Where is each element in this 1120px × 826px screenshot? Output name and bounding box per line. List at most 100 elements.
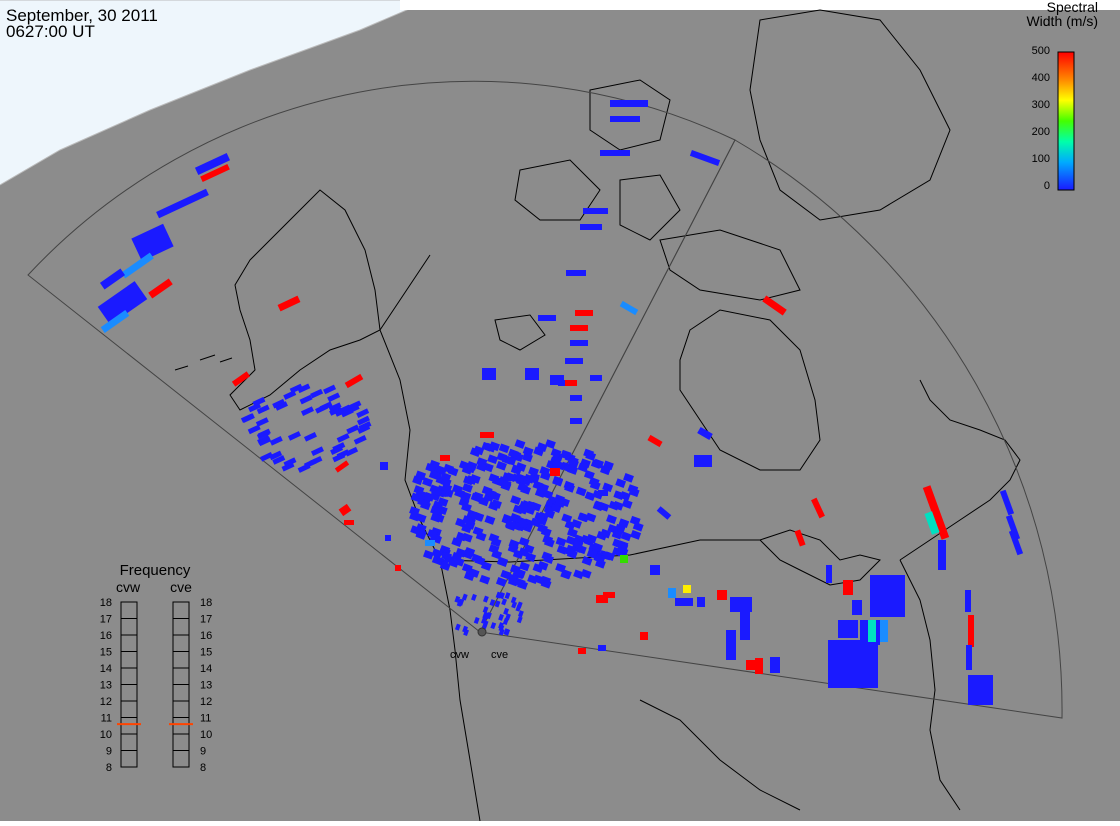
scatter-cell: [542, 489, 554, 500]
scatter-cell: [619, 300, 639, 316]
scatter-cell: [496, 452, 508, 462]
scatter-cell: [668, 588, 676, 598]
scatter-cell: [621, 499, 633, 509]
scatter-cell: [300, 406, 314, 416]
scatter-cell: [482, 595, 489, 603]
scatter-cell: [612, 538, 624, 549]
scatter-cell: [252, 396, 266, 407]
scatter-cell: [498, 628, 505, 636]
scatter-cell: [542, 534, 554, 545]
scatter-cell: [410, 525, 422, 535]
scatter-cell: [838, 620, 858, 638]
scatter-cell: [697, 426, 713, 441]
scatter-cell: [533, 446, 545, 457]
scatter-cell: [248, 402, 262, 413]
scatter-cell: [277, 295, 301, 312]
alaska-outline: [229, 189, 381, 411]
scatter-cell: [511, 601, 518, 609]
scatter-cell: [647, 434, 663, 448]
scatter-cell: [610, 116, 640, 122]
scatter-cell: [501, 598, 508, 606]
colorbar-title-line1: Spectral: [1047, 0, 1098, 15]
scatter-cell: [528, 466, 539, 477]
scatter-cell: [490, 622, 497, 630]
scatter-cell: [299, 394, 313, 405]
frequency-scale-labels: 18 18 17 17 16 16 15 15 14 14 13 13 12 12 11 11 10 10 9 9 8 8: [100, 597, 213, 774]
colorbar-tick: 500: [1032, 45, 1050, 57]
frequency-scale-label: 9: [106, 746, 112, 758]
borders: [379, 254, 760, 563]
scatter-cell: [514, 473, 526, 483]
scatter-cell: [552, 476, 564, 487]
scatter-cell: [540, 578, 552, 589]
scatter-cell: [385, 535, 391, 541]
scatter-cell: [567, 527, 578, 538]
scatter-cell: [585, 512, 597, 523]
scatter-cell: [565, 547, 577, 557]
scatter-cell: [473, 616, 480, 624]
scatter-cell: [481, 485, 493, 496]
scatter-cell: [356, 408, 370, 419]
scatter-cell: [540, 527, 552, 537]
scatter-cell: [514, 568, 526, 579]
scatter-cell: [522, 452, 533, 463]
scatter-cell: [510, 495, 522, 505]
us-canada-border: [439, 539, 760, 563]
scatter-cell: [608, 500, 620, 511]
timestamp: September, 30 2011 0627:00 UT: [6, 7, 158, 40]
scatter-cell: [694, 455, 712, 467]
scatter-cell: [999, 489, 1015, 516]
scatter-cell: [1005, 514, 1021, 541]
scatter-cell: [550, 468, 560, 476]
scatter-cell: [309, 455, 323, 466]
scatter-cell: [560, 569, 572, 580]
scatter-cell: [344, 373, 364, 389]
scatter-cell: [564, 483, 575, 493]
scatter-cell: [462, 515, 474, 525]
scatter-cell: [537, 560, 549, 571]
scatter-cell: [938, 540, 946, 570]
scatter-cell: [332, 442, 346, 452]
frequency-scale-label: 10: [200, 729, 212, 741]
scatter-cell: [740, 610, 750, 640]
scatter-cell: [656, 506, 672, 520]
scatter-cell: [843, 580, 853, 595]
scatter-cell: [640, 632, 648, 640]
scatter-cell: [297, 463, 311, 473]
scatter-cell: [550, 375, 564, 385]
scatter-cell: [451, 551, 463, 562]
scatter-cell: [466, 460, 478, 471]
scatter-cell: [425, 462, 437, 473]
scatter-cell: [194, 152, 231, 176]
scatter-cell: [538, 315, 556, 321]
scatter-cell: [746, 660, 756, 670]
scatter-cell: [770, 657, 780, 673]
scatter-cell: [231, 371, 251, 387]
scatter-cell: [148, 278, 173, 299]
scatter-cell: [479, 574, 491, 585]
alaska-canada-border: [379, 254, 431, 331]
scatter-cell: [272, 398, 286, 409]
scatter-cell: [525, 368, 539, 380]
scatter-cell: [357, 424, 371, 434]
scatter-cell: [525, 552, 537, 563]
scatter-cell: [463, 475, 474, 486]
frequency-scale-label: 18: [100, 597, 112, 609]
scatter-cell: [555, 536, 567, 547]
scatter-cell: [578, 512, 590, 523]
scatter-cell: [356, 415, 370, 426]
scatter-cell: [583, 469, 595, 480]
scatter-cell: [499, 592, 505, 600]
scatter-cell: [498, 443, 510, 454]
frequency-scale-label: 10: [100, 729, 112, 741]
scatter-cell: [517, 519, 529, 529]
scatter-cell: [471, 593, 477, 601]
scatter-cell: [507, 448, 519, 459]
scatter-cell: [241, 413, 255, 423]
scatter-cell: [544, 509, 556, 519]
scatter-cell: [578, 648, 586, 654]
frequency-scale-label: 11: [101, 713, 112, 725]
scatter-cell: [256, 404, 270, 415]
scatter-cell: [598, 490, 608, 496]
